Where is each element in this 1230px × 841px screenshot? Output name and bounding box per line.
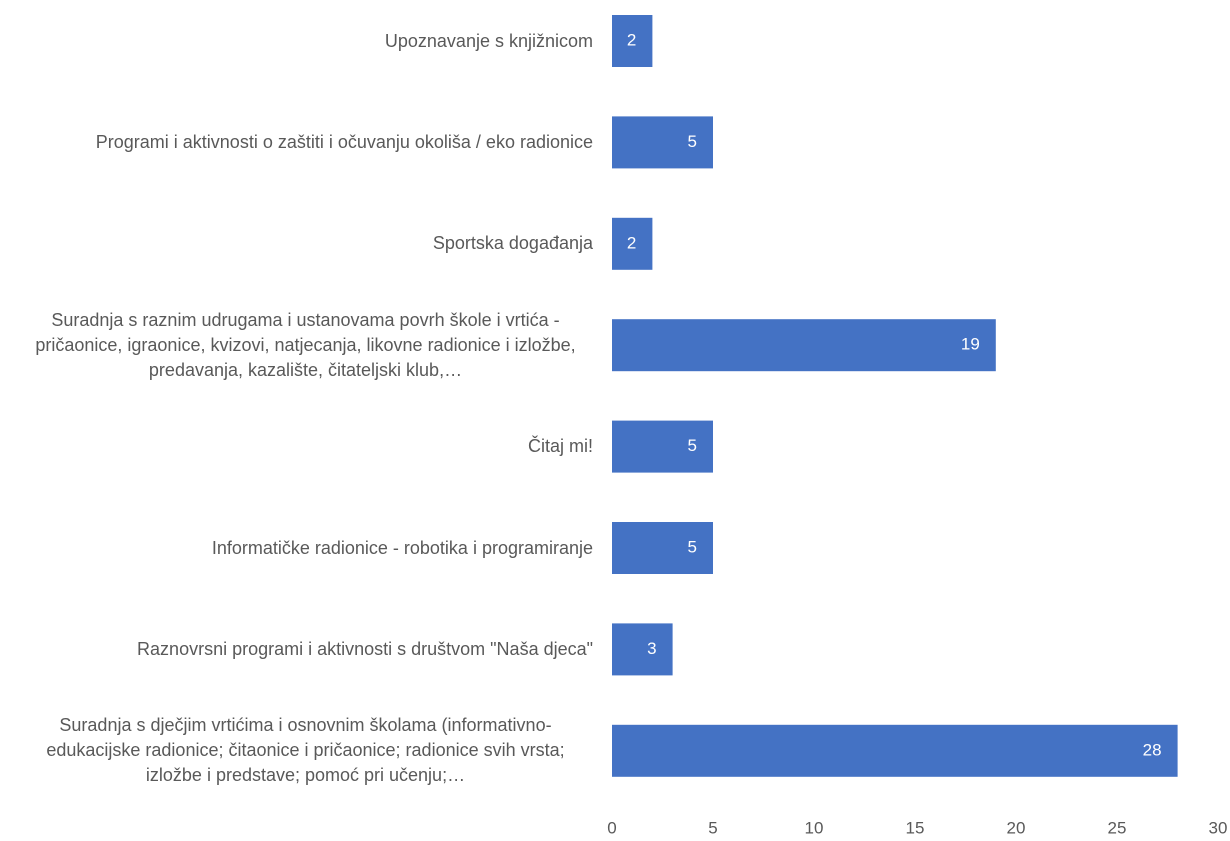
data-label: 5	[688, 537, 697, 556]
y-tick-text: Suradnja s raznim udrugama i ustanovama …	[35, 309, 576, 380]
bar	[612, 319, 996, 372]
data-label: 5	[688, 132, 697, 151]
data-label: 5	[688, 436, 697, 455]
y-tick-text: Informatičke radionice - robotika i prog…	[211, 537, 593, 558]
bar	[612, 522, 713, 574]
x-tick-label: 0	[607, 818, 616, 837]
data-label: 2	[627, 233, 636, 252]
bar	[612, 724, 1178, 777]
y-tick-label: Sportska događanja	[18, 194, 593, 294]
y-tick-label: Suradnja s raznim udrugama i ustanovama …	[18, 295, 593, 395]
data-label: 3	[647, 639, 656, 658]
y-tick-label: Čitaj mi!	[18, 397, 593, 497]
y-tick-text: Raznovrsni programi i aktivnosti s društ…	[137, 638, 593, 659]
y-tick-label: Programi i aktivnosti o zaštiti i očuvan…	[18, 92, 593, 192]
x-tick-label: 15	[906, 818, 925, 837]
bar	[612, 420, 713, 473]
y-tick-text: Sportska događanja	[432, 233, 593, 254]
bar	[612, 623, 673, 676]
x-tick-label: 5	[708, 818, 717, 837]
bar	[612, 116, 713, 169]
data-label: 2	[627, 30, 636, 49]
y-tick-text: Upoznavanje s knjižnicom	[384, 30, 593, 51]
y-tick-text: Programi i aktivnosti o zaštiti i očuvan…	[95, 131, 593, 152]
y-tick-text: Suradnja s dječjim vrtićima i osnovnim š…	[46, 715, 565, 786]
x-tick-label: 25	[1108, 818, 1127, 837]
bar	[612, 217, 653, 270]
data-label: 28	[1143, 740, 1162, 759]
x-tick-label: 10	[805, 818, 824, 837]
y-tick-label: Suradnja s dječjim vrtićima i osnovnim š…	[18, 701, 593, 801]
y-tick-label: Raznovrsni programi i aktivnosti s društ…	[18, 599, 593, 699]
bar	[612, 15, 653, 67]
x-tick-label: 30	[1209, 818, 1228, 837]
y-tick-text: Čitaj mi!	[527, 436, 593, 457]
data-label: 19	[961, 335, 980, 354]
x-tick-label: 20	[1007, 818, 1026, 837]
y-tick-label: Informatičke radionice - robotika i prog…	[18, 498, 593, 598]
y-tick-label: Upoznavanje s knjižnicom	[18, 0, 593, 91]
